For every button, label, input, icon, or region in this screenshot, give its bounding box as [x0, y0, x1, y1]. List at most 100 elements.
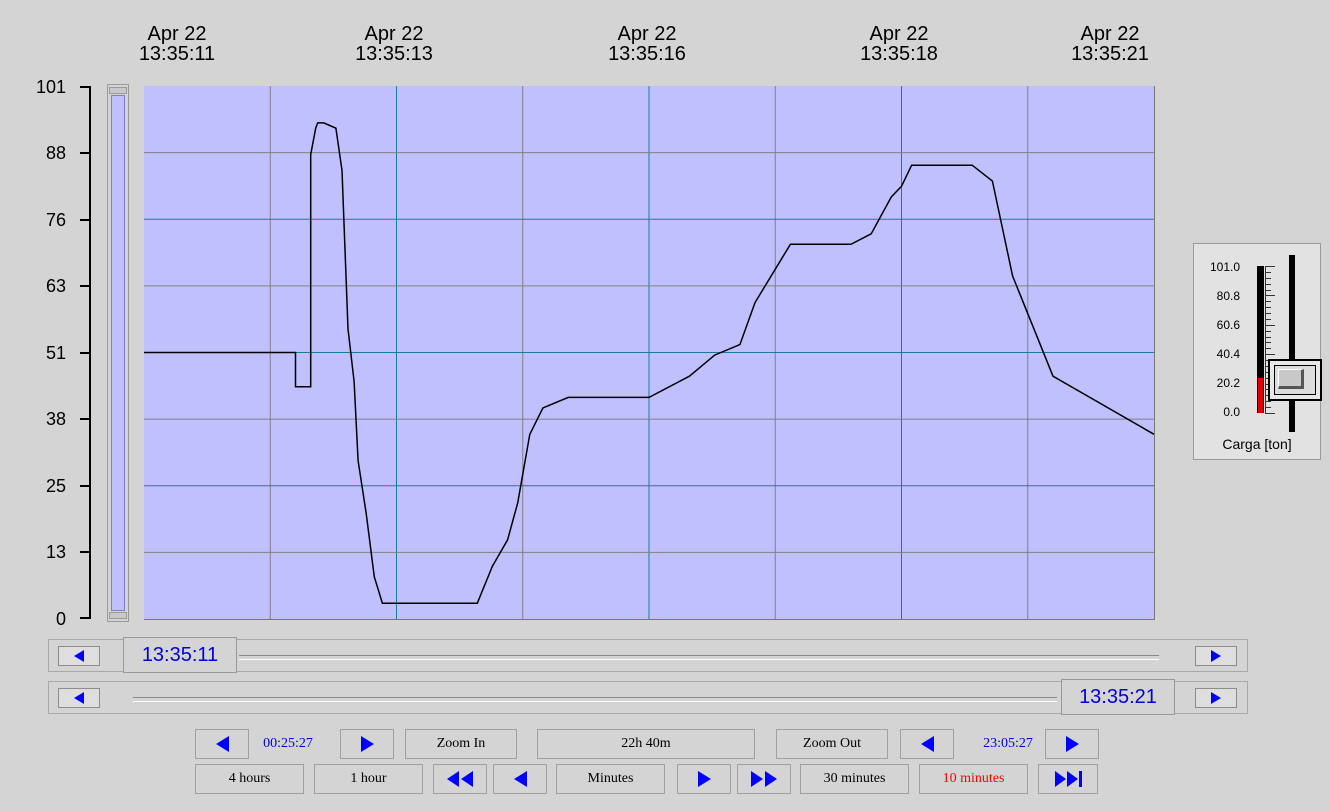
- left-time-increase-button[interactable]: [340, 729, 394, 759]
- time-label-5: Apr 22 13:35:21: [1050, 24, 1170, 64]
- gauge-slider-track[interactable]: [1289, 255, 1295, 432]
- time-label-date: Apr 22: [147, 23, 207, 45]
- left-time-value: 00:25:27: [263, 736, 313, 751]
- ten-minutes-button[interactable]: 10 minutes: [919, 764, 1028, 794]
- time-span-display: 22h 40m: [537, 729, 755, 759]
- time-label-time: 13:35:16: [608, 43, 686, 65]
- gauge-tick: [1265, 342, 1271, 344]
- zoom-out-button[interactable]: Zoom Out: [776, 729, 888, 759]
- left-time-decrease-button[interactable]: [195, 729, 249, 759]
- y-axis-tick: [80, 285, 91, 287]
- left-arrow-icon: [513, 771, 527, 787]
- scroll-left-button[interactable]: [58, 646, 100, 666]
- thirty-minutes-button[interactable]: 30 minutes: [800, 764, 909, 794]
- gauge-tick: [1265, 348, 1271, 350]
- time-label-time: 13:35:21: [1071, 43, 1149, 65]
- start-time-scrollbar[interactable]: 13:35:11: [48, 637, 1248, 673]
- gauge-tick: [1265, 277, 1271, 279]
- gauge-tick-label: 40.4: [1216, 347, 1240, 361]
- fast-back-icon: [447, 771, 473, 787]
- gauge-slider-knob: [1278, 369, 1304, 389]
- gauge-level-column: [1257, 266, 1264, 413]
- gauge-level-fill: [1258, 377, 1263, 413]
- one-hour-button[interactable]: 1 hour: [314, 764, 423, 794]
- vbar-bottom-cap[interactable]: [109, 612, 127, 619]
- gauge-tick: [1265, 336, 1271, 338]
- trend-chart-svg: [144, 86, 1154, 619]
- gauge-tick: [1265, 266, 1275, 267]
- right-arrow-icon: [1065, 736, 1079, 752]
- left-arrow-icon: [215, 736, 229, 752]
- minutes-button[interactable]: Minutes: [556, 764, 665, 794]
- y-axis-tick: [80, 352, 91, 354]
- time-label-date: Apr 22: [1080, 23, 1140, 45]
- time-label-time: 13:35:13: [355, 43, 433, 65]
- zoom-in-button[interactable]: Zoom In: [405, 729, 517, 759]
- gauge-tick-label: 80.8: [1216, 289, 1240, 303]
- gauge-tick: [1265, 354, 1275, 356]
- gauge-tick: [1265, 301, 1271, 303]
- right-arrow-icon: [1211, 650, 1221, 662]
- y-tick-label: 38: [45, 409, 66, 429]
- right-arrow-icon: [697, 771, 711, 787]
- vbar-top-cap[interactable]: [109, 87, 127, 94]
- jump-to-end-icon: [1054, 771, 1082, 787]
- gauge-slider-thumb[interactable]: [1268, 359, 1322, 401]
- gauge-tick: [1265, 407, 1271, 409]
- scroll-right-button[interactable]: [1195, 646, 1237, 666]
- gauge-tick-label: 60.6: [1216, 318, 1240, 332]
- time-label-4: Apr 22 13:35:18: [839, 24, 959, 64]
- right-time-decrease-button[interactable]: [900, 729, 954, 759]
- right-arrow-icon: [360, 736, 374, 752]
- y-axis-tick: [80, 418, 91, 420]
- time-label-1: Apr 22 13:35:11: [117, 24, 237, 64]
- end-time-scrollbar[interactable]: 13:35:21: [48, 679, 1248, 715]
- start-time-thumb[interactable]: 13:35:11: [123, 637, 237, 673]
- y-axis-tick: [80, 485, 91, 487]
- end-time-thumb[interactable]: 13:35:21: [1061, 679, 1175, 715]
- trend-plot-area: [144, 86, 1155, 620]
- step-forward-button[interactable]: [677, 764, 731, 794]
- gauge-tick: [1265, 283, 1271, 285]
- y-axis-tick: [80, 86, 91, 88]
- time-label-time: 13:35:18: [860, 43, 938, 65]
- y-axis-tick: [80, 152, 91, 154]
- vertical-scroll-bar[interactable]: [107, 84, 129, 622]
- y-tick-label: 13: [45, 542, 66, 562]
- y-tick-label: 0: [55, 609, 66, 629]
- y-tick-label: 101: [35, 77, 66, 97]
- trend-series-line: [144, 122, 1154, 604]
- time-label-date: Apr 22: [869, 23, 929, 45]
- left-arrow-icon: [74, 650, 84, 662]
- gauge-scale-line: [1265, 266, 1266, 413]
- gauge-tick: [1265, 295, 1275, 297]
- y-axis-tick: [80, 551, 91, 553]
- gauge-tick: [1265, 307, 1271, 309]
- gauge-tick-label: 0.0: [1223, 405, 1240, 419]
- y-tick-label: 25: [45, 476, 66, 496]
- left-arrow-icon: [920, 736, 934, 752]
- scroll-track[interactable]: [239, 655, 1159, 660]
- fast-back-button[interactable]: [433, 764, 487, 794]
- step-back-button[interactable]: [493, 764, 547, 794]
- gauge-tick-label: 101.0: [1209, 260, 1240, 274]
- scroll-left-button[interactable]: [58, 688, 100, 708]
- y-tick-label: 88: [45, 143, 66, 163]
- vbar-track: [111, 95, 125, 611]
- left-arrow-icon: [74, 692, 84, 704]
- scroll-track[interactable]: [133, 697, 1057, 702]
- scroll-right-button[interactable]: [1195, 688, 1237, 708]
- y-tick-label: 76: [45, 210, 66, 230]
- right-arrow-icon: [1211, 692, 1221, 704]
- gauge-tick-label: 20.2: [1216, 376, 1240, 390]
- gauge-tick: [1265, 413, 1275, 414]
- y-axis-tick: [80, 219, 91, 221]
- gauge-caption: Carga [ton]: [1222, 436, 1292, 452]
- right-time-increase-button[interactable]: [1045, 729, 1099, 759]
- y-axis-tick: [80, 617, 91, 619]
- y-tick-label: 63: [45, 276, 66, 296]
- jump-to-end-button[interactable]: [1038, 764, 1098, 794]
- fast-forward-button[interactable]: [737, 764, 791, 794]
- four-hours-button[interactable]: 4 hours: [195, 764, 304, 794]
- gauge-tick: [1265, 318, 1271, 320]
